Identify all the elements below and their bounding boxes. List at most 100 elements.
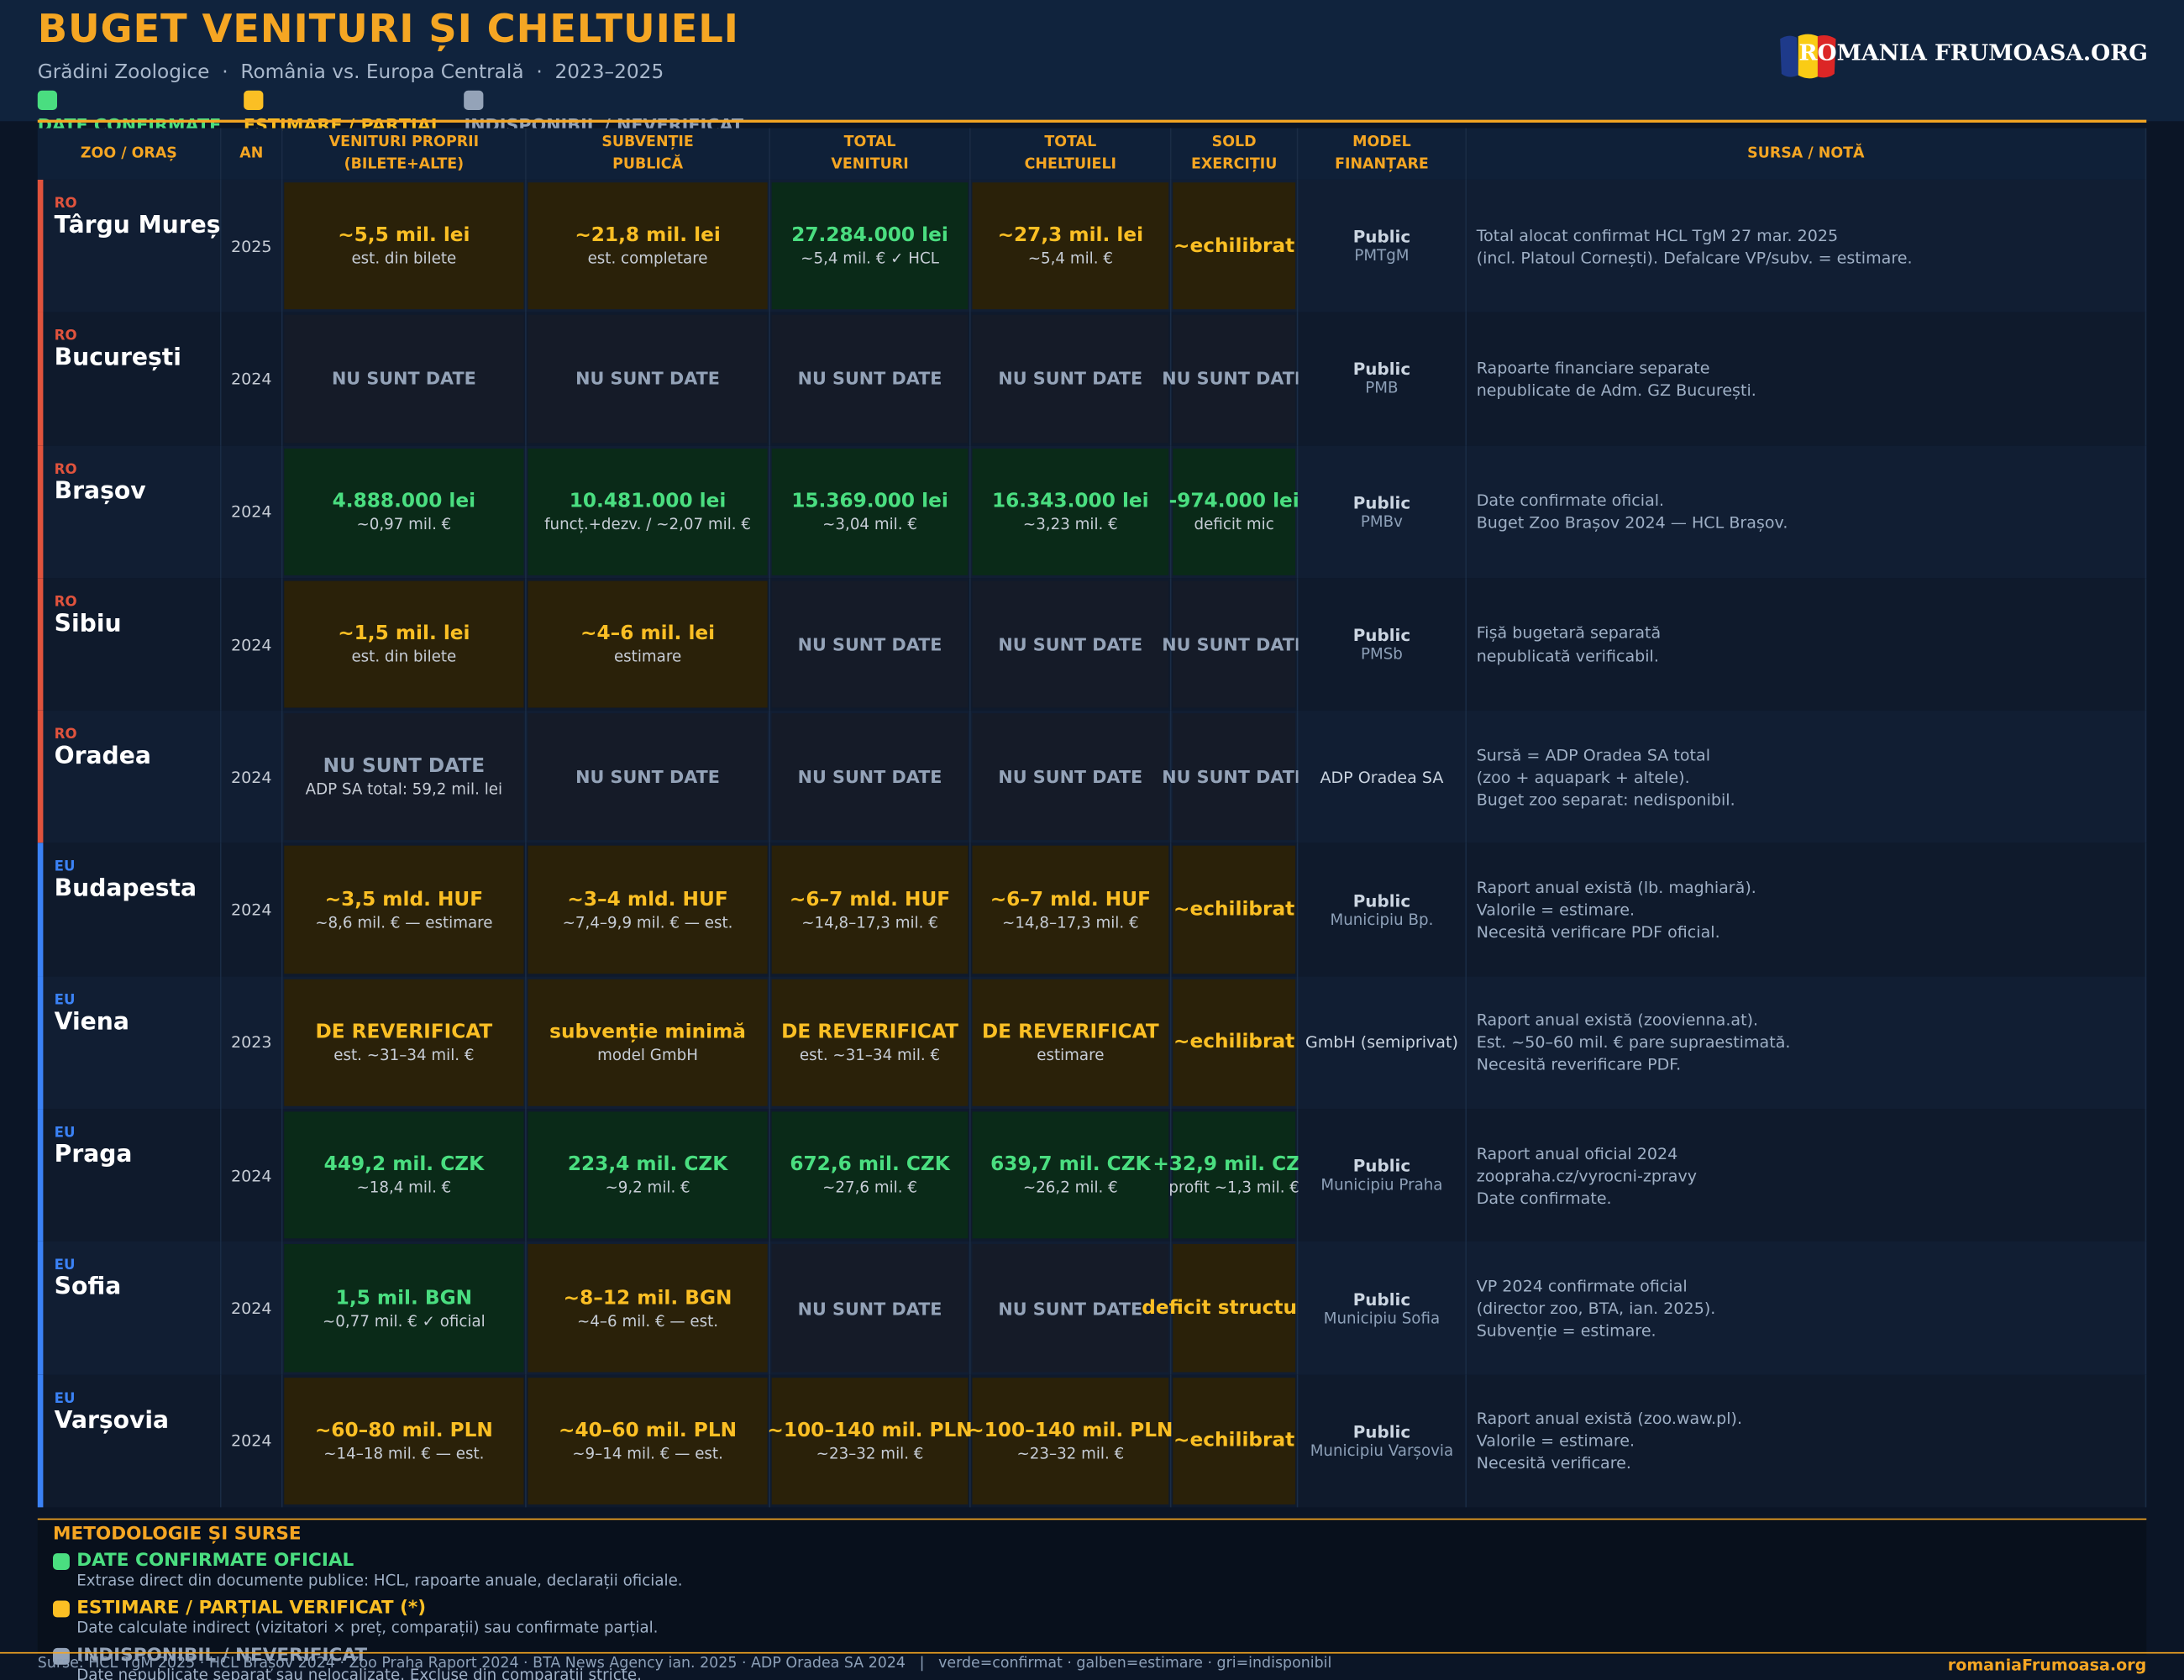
column-header: SURSA / NOTĂ [1467, 128, 2147, 180]
value-cell-wrap: ~27,3 mil. lei ~5,4 mil. € [970, 179, 1172, 312]
value-cell: NU SUNT DATE [771, 580, 969, 708]
logo: ROMANIA FRUMOASA.ORG [1798, 39, 2148, 66]
value-cell: ~echilibrat [1173, 846, 1296, 974]
value-main: 1,5 mil. BGN [335, 1286, 473, 1310]
value-cell: ~6–7 mld. HUF ~14,8–17,3 mil. € [771, 846, 969, 974]
year: 2024 [231, 900, 272, 920]
value-cell: NU SUNT DATE [771, 713, 969, 841]
value-main: NU SUNT DATE [331, 368, 476, 390]
value-sub: estimare [1037, 1046, 1105, 1064]
value-cell-wrap: 639,7 mil. CZK ~26,2 mil. € [970, 1109, 1172, 1242]
value-main: ~echilibrat [1173, 1430, 1295, 1452]
value-cell-wrap: NU SUNT DATE [769, 312, 971, 446]
city: Viena [54, 1008, 129, 1037]
value-cell-wrap: ~8–12 mil. BGN ~4–6 mil. € — est. [526, 1242, 770, 1375]
value-cell: 672,6 mil. CZK ~27,6 mil. € [771, 1111, 969, 1239]
value-sub: ~27,6 mil. € [822, 1179, 917, 1197]
value-cell: ~6–7 mld. HUF ~14,8–17,3 mil. € [972, 846, 1169, 974]
value-main: NU SUNT DATE [575, 766, 720, 788]
value-main: ~echilibrat [1173, 898, 1295, 921]
methodology-text: Extrase direct din documente publice: HC… [76, 1571, 683, 1590]
model-cell: GmbH (semiprivat) [1298, 976, 1467, 1110]
region: EU [54, 1126, 76, 1142]
value-main: 639,7 mil. CZK [990, 1153, 1151, 1177]
year-cell: 2024 [221, 578, 283, 711]
value-main: DE REVERIFICAT [981, 1021, 1159, 1044]
city-cell: EU Varșovia [37, 1374, 222, 1508]
value-main: NU SUNT DATE [797, 368, 942, 390]
value-sub: ~14–18 mil. € — est. [323, 1444, 485, 1463]
legend-swatch [464, 90, 484, 111]
city-cell: EU Praga [37, 1109, 222, 1242]
value-sub: funcț.+dezv. / ~2,07 mil. € [544, 515, 752, 533]
note: VP 2024 confirmate oficial (director zoo… [1467, 1242, 2147, 1375]
model-sub: Municipiu Praha [1320, 1176, 1443, 1194]
city: Brașov [54, 477, 146, 506]
year-cell: 2024 [221, 1374, 283, 1508]
value-cell-wrap: NU SUNT DATE [970, 578, 1172, 711]
value-cell: ~3–4 mld. HUF ~7,4–9,9 mil. € — est. [528, 846, 768, 974]
city: Sibiu [54, 610, 122, 638]
value-cell-wrap: 223,4 mil. CZK ~9,2 mil. € [526, 1109, 770, 1242]
value-sub: ADP SA total: 59,2 mil. lei [305, 780, 503, 799]
year: 2024 [231, 1431, 272, 1451]
value-cell-wrap: DE REVERIFICAT estimare [970, 976, 1172, 1110]
value-main: NU SUNT DATE [323, 755, 486, 778]
footer-divider [0, 1651, 2184, 1654]
model-main: Public [1352, 890, 1411, 911]
value-sub: ~3,23 mil. € [1022, 515, 1118, 533]
value-cell-wrap: 16.343.000 lei ~3,23 mil. € [970, 445, 1172, 579]
city-cell: RO Sibiu [37, 578, 222, 711]
column-header: VENITURI PROPRII (BILETE+ALTE) [282, 128, 527, 180]
value-main: ~5,5 mil. lei [338, 224, 470, 247]
value-cell-wrap: 10.481.000 lei funcț.+dezv. / ~2,07 mil. … [526, 445, 770, 579]
model-main: Public [1352, 625, 1411, 645]
value-cell: 4.888.000 lei ~0,97 mil. € [284, 448, 524, 575]
value-main: NU SUNT DATE [797, 766, 942, 788]
value-cell: ~100–140 mil. PLN ~23–32 mil. € [968, 1377, 1173, 1505]
value-main: NU SUNT DATE [1162, 633, 1307, 655]
city: Sofia [54, 1273, 122, 1302]
region: RO [54, 196, 77, 213]
value-main: NU SUNT DATE [1162, 766, 1307, 788]
region: RO [54, 328, 77, 345]
model-sub: PMBv [1360, 512, 1403, 531]
value-sub: est. completare [587, 249, 708, 268]
value-cell-wrap: DE REVERIFICAT est. ~31–34 mil. € [769, 976, 971, 1110]
value-main: deficit structural [1142, 1296, 1327, 1320]
value-cell-wrap: 15.369.000 lei ~3,04 mil. € [769, 445, 971, 579]
value-cell: ~21,8 mil. lei est. completare [528, 182, 768, 310]
value-cell-wrap: ~5,5 mil. lei est. din bilete [282, 179, 527, 312]
value-main: DE REVERIFICAT [315, 1021, 493, 1044]
model-cell: Public PMSb [1298, 578, 1467, 711]
note: Sursă = ADP Oradea SA total (zoo + aquap… [1467, 711, 2147, 844]
value-cell-wrap: subvenție minimă model GmbH [526, 976, 770, 1110]
value-main: 4.888.000 lei [332, 490, 476, 512]
column-header: SOLD EXERCIȚIU [1171, 128, 1299, 180]
value-main: ~27,3 mil. lei [997, 224, 1144, 247]
value-cell: NU SUNT DATE ADP SA total: 59,2 mil. lei [284, 713, 524, 841]
value-cell: 10.481.000 lei funcț.+dezv. / ~2,07 mil. … [528, 448, 768, 575]
model-cell: Public PMBv [1298, 445, 1467, 579]
value-cell: ~60–80 mil. PLN ~14–18 mil. € — est. [284, 1377, 524, 1505]
value-sub: ~8,6 mil. € — estimare [315, 913, 493, 932]
legend-swatch [37, 90, 57, 111]
note: Fișă bugetară separată nepublicată verif… [1467, 578, 2147, 711]
value-cell-wrap: NU SUNT DATE [526, 711, 770, 844]
value-sub: est. din bilete [351, 249, 457, 268]
value-main: ~4–6 mil. lei [580, 622, 716, 645]
value-sub: ~14,8–17,3 mil. € [801, 913, 938, 932]
model-main: Public [1352, 360, 1411, 380]
city-cell: RO Brașov [37, 445, 222, 579]
value-cell: 15.369.000 lei ~3,04 mil. € [771, 448, 969, 575]
value-main: NU SUNT DATE [1162, 368, 1307, 390]
column-header: MODEL FINANȚARE [1298, 128, 1467, 180]
value-main: 10.481.000 lei [569, 490, 727, 512]
value-cell-wrap: 449,2 mil. CZK ~18,4 mil. € [282, 1109, 527, 1242]
value-cell-wrap: ~3,5 mld. HUF ~8,6 mil. € — estimare [282, 843, 527, 977]
year-cell: 2024 [221, 312, 283, 446]
value-cell-wrap: -974.000 lei deficit mic [1169, 445, 1299, 579]
value-cell-wrap: NU SUNT DATE [769, 711, 971, 844]
